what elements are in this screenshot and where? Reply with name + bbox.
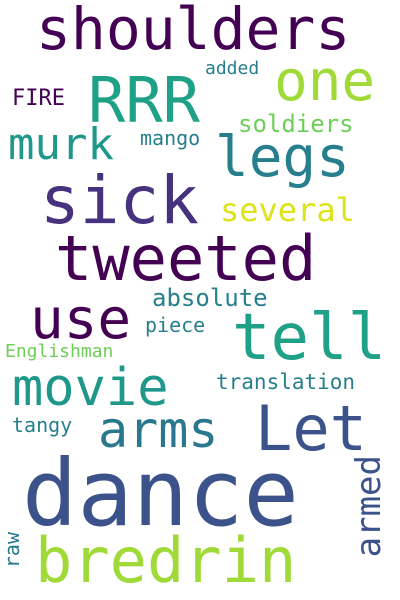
word-movie: movie: [12, 358, 169, 418]
word-use: use: [30, 287, 132, 352]
word-bredrin: bredrin: [35, 524, 297, 597]
word-fire: FIRE: [12, 86, 65, 111]
word-dance: dance: [22, 440, 299, 547]
word-let: Let: [255, 392, 367, 465]
word-one: one: [274, 49, 376, 114]
word-tangy: tangy: [12, 413, 73, 437]
word-rrr: RRR: [88, 64, 200, 137]
word-tell: tell: [232, 301, 387, 375]
word-shoulders: shoulders: [36, 0, 351, 63]
word-tweeted: tweeted: [55, 222, 317, 295]
word-translation: translation: [216, 370, 356, 394]
word-armed: armed: [349, 455, 389, 558]
word-murk: murk: [8, 119, 114, 170]
word-arms: arms: [98, 401, 219, 459]
word-absolute: absolute: [152, 284, 268, 312]
word-mango: mango: [140, 126, 201, 150]
word-added: added: [205, 58, 260, 79]
word-piece: piece: [145, 313, 206, 337]
word-englishman: Englishman: [5, 341, 114, 362]
word-soldiers: soldiers: [238, 110, 354, 138]
word-sick: sick: [40, 162, 199, 239]
word-raw: raw: [0, 532, 24, 569]
word-legs: legs: [215, 125, 350, 190]
word-several: several: [220, 191, 355, 229]
